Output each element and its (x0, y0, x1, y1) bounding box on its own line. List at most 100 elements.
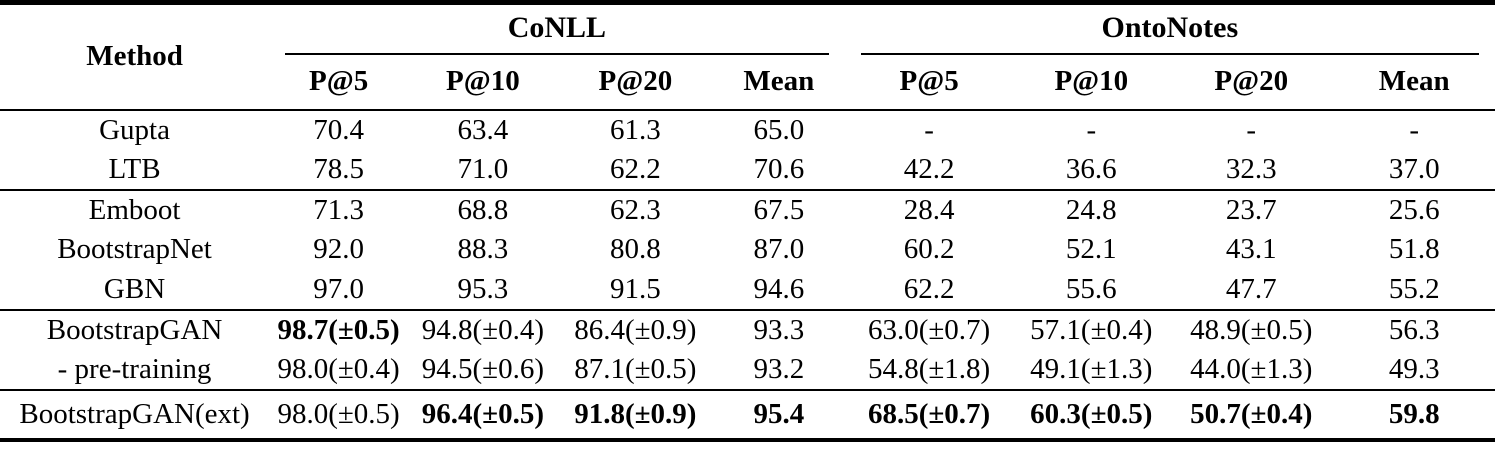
value-cell: 67.5 (753, 193, 805, 226)
value-cell: 98.0(±0.4) (277, 352, 400, 385)
group-baselines-2: Emboot 71.3 68.8 62.3 67.5 28.4 24.8 23.… (0, 190, 1495, 310)
value-cell: 62.3 (609, 193, 661, 226)
method-column-header: Method (86, 40, 183, 73)
value-cell: 55.6 (1065, 272, 1117, 305)
value-cell: 54.8(±1.8) (867, 352, 991, 385)
value-cell: 98.7(±0.5) (277, 313, 400, 346)
group-baselines-1: Gupta 70.4 63.4 61.3 65.0 - - - - LTB 78… (0, 110, 1495, 190)
value-cell: 70.6 (753, 152, 805, 185)
value-cell: - (1409, 113, 1420, 146)
table-row: BootstrapGAN 98.7(±0.5) 94.8(±0.4) 86.4(… (0, 310, 1495, 350)
value-cell: 51.8 (1388, 233, 1440, 266)
method-cell: GBN (103, 272, 166, 305)
value-cell: 80.8 (609, 233, 661, 266)
subheader-row: P@5 P@10 P@20 Mean P@5 P@10 P@20 Mean (0, 55, 1495, 110)
value-cell: 97.0 (313, 272, 364, 305)
value-cell: 47.7 (1225, 272, 1277, 305)
value-cell: 63.4 (457, 113, 509, 146)
value-cell: 95.3 (457, 272, 509, 305)
value-cell: - (1086, 113, 1097, 146)
value-cell: 43.1 (1225, 233, 1277, 266)
value-cell: 62.2 (609, 152, 661, 185)
value-cell: 42.2 (903, 152, 955, 185)
col-header-onto-p5: P@5 (899, 65, 959, 98)
table-header: Method CoNLL OntoNotes P@5 P@10 P@20 Mea… (0, 3, 1495, 110)
value-cell: 57.1(±0.4) (1030, 313, 1153, 346)
group-bootstrapgan-ext: BootstrapGAN(ext) 98.0(±0.5) 96.4(±0.5) … (0, 390, 1495, 440)
value-cell: 87.0 (753, 233, 805, 266)
group-header-conll-label: CoNLL (507, 11, 607, 44)
value-cell: 28.4 (903, 193, 955, 226)
group-header-row: Method CoNLL OntoNotes (0, 3, 1495, 72)
value-cell: 87.1(±0.5) (574, 352, 697, 385)
value-cell: 91.8(±0.9) (574, 397, 697, 430)
value-cell: 36.6 (1065, 152, 1117, 185)
value-cell: 88.3 (457, 233, 509, 266)
value-cell: - (1246, 113, 1257, 146)
value-cell: 98.0(±0.5) (277, 397, 400, 430)
table-row: BootstrapNet 92.0 88.3 80.8 87.0 60.2 52… (0, 230, 1495, 270)
value-cell: 44.0(±1.3) (1190, 352, 1313, 385)
value-cell: 60.3(±0.5) (1030, 397, 1153, 430)
col-header-conll-p20: P@20 (598, 65, 673, 98)
col-header-conll-p5: P@5 (309, 65, 369, 98)
value-cell: 32.3 (1225, 152, 1277, 185)
group-header-ontonotes: OntoNotes (845, 3, 1495, 55)
table-row: BootstrapGAN(ext) 98.0(±0.5) 96.4(±0.5) … (0, 390, 1495, 440)
value-cell: 25.6 (1388, 193, 1440, 226)
value-cell: 48.9(±0.5) (1190, 313, 1313, 346)
value-cell: 70.4 (313, 113, 364, 146)
value-cell: 68.5(±0.7) (867, 397, 991, 430)
col-header-onto-p20: P@20 (1214, 65, 1289, 98)
value-cell: 94.8(±0.4) (421, 313, 544, 346)
value-cell: 78.5 (313, 152, 364, 185)
col-header-conll-p10: P@10 (446, 65, 520, 98)
value-cell: 65.0 (753, 113, 805, 146)
value-cell: 94.5(±0.6) (421, 352, 544, 385)
value-cell: 95.4 (753, 397, 805, 430)
method-cell: Emboot (88, 193, 181, 226)
value-cell: 86.4(±0.9) (574, 313, 697, 346)
method-cell: BootstrapNet (57, 233, 212, 266)
value-cell: 52.1 (1065, 233, 1117, 266)
value-cell: 50.7(±0.4) (1190, 397, 1313, 430)
method-cell: Gupta (99, 113, 170, 146)
col-header-onto-mean: Mean (1378, 65, 1450, 98)
value-cell: 55.2 (1388, 272, 1440, 305)
value-cell: 96.4(±0.5) (421, 397, 544, 430)
value-cell: 91.5 (609, 272, 661, 305)
value-cell: 56.3 (1388, 313, 1440, 346)
value-cell: 61.3 (609, 113, 661, 146)
value-cell: 24.8 (1065, 193, 1117, 226)
value-cell: 23.7 (1225, 193, 1277, 226)
value-cell: 37.0 (1388, 152, 1440, 185)
value-cell: 94.6 (753, 272, 805, 305)
value-cell: 93.2 (753, 352, 805, 385)
col-header-onto-p10: P@10 (1054, 65, 1129, 98)
value-cell: 49.1(±1.3) (1030, 352, 1153, 385)
value-cell: 59.8 (1388, 397, 1440, 430)
method-cell: - pre-training (57, 352, 212, 385)
value-cell: 93.3 (753, 313, 805, 346)
results-table: Method CoNLL OntoNotes P@5 P@10 P@20 Mea… (0, 0, 1495, 442)
value-cell: 60.2 (903, 233, 955, 266)
col-header-conll-mean: Mean (743, 65, 815, 98)
value-cell: 68.8 (457, 193, 509, 226)
value-cell: 71.0 (457, 152, 509, 185)
group-header-conll: CoNLL (269, 3, 845, 55)
value-cell: 92.0 (313, 233, 364, 266)
table-row: Emboot 71.3 68.8 62.3 67.5 28.4 24.8 23.… (0, 190, 1495, 230)
value-cell: 62.2 (903, 272, 955, 305)
value-cell: 71.3 (313, 193, 364, 226)
table-row: GBN 97.0 95.3 91.5 94.6 62.2 55.6 47.7 5… (0, 270, 1495, 310)
value-cell: - (924, 113, 934, 146)
method-cell: BootstrapGAN(ext) (19, 397, 250, 430)
method-cell: BootstrapGAN (46, 313, 223, 346)
method-cell: LTB (108, 152, 161, 185)
group-header-ontonotes-label: OntoNotes (1101, 11, 1239, 44)
table-row: Gupta 70.4 63.4 61.3 65.0 - - - - (0, 110, 1495, 150)
value-cell: 49.3 (1388, 352, 1440, 385)
table-row: LTB 78.5 71.0 62.2 70.6 42.2 36.6 32.3 3… (0, 150, 1495, 190)
table-row: - pre-training 98.0(±0.4) 94.5(±0.6) 87.… (0, 350, 1495, 390)
